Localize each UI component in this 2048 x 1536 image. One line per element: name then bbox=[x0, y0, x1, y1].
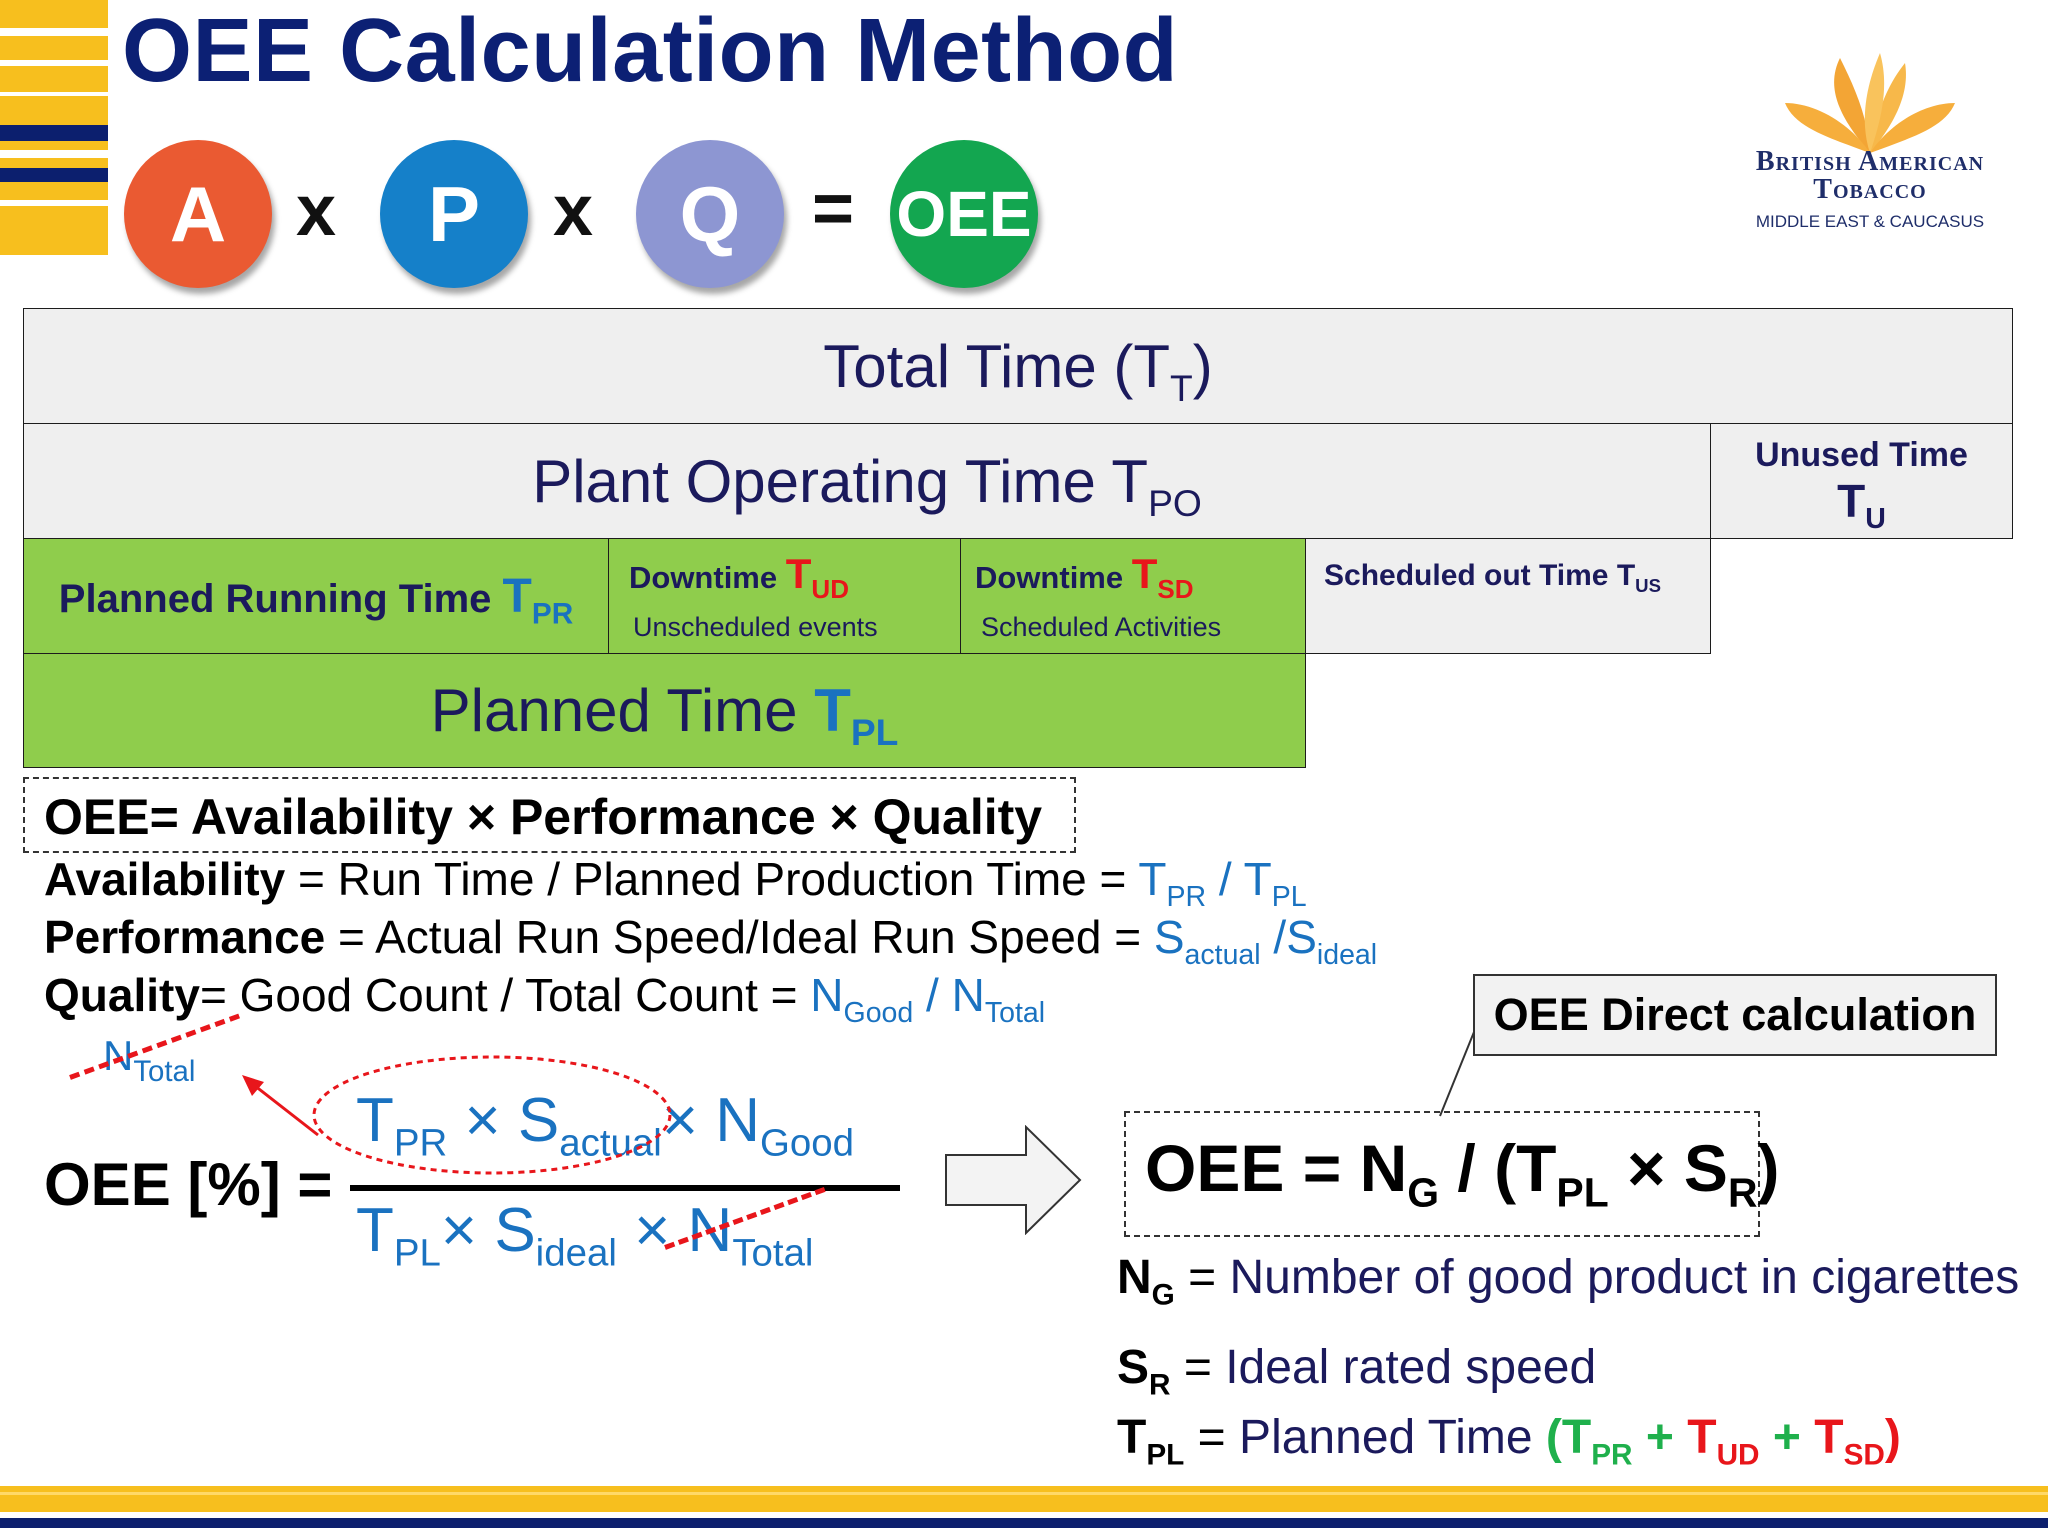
performance-formula: Performance = Actual Run Speed/Ideal Run… bbox=[44, 911, 1378, 971]
bottom-accent-stripes bbox=[0, 1486, 2048, 1536]
plant-operating-time-cell: Plant Operating Time TPO bbox=[23, 423, 1711, 539]
equals-symbol: = bbox=[812, 169, 855, 249]
times-symbol: x bbox=[296, 171, 337, 251]
definition-sr: SR = Ideal rated speed bbox=[1117, 1341, 1597, 1402]
planned-running-time-cell: Planned Running Time TPR bbox=[23, 538, 609, 654]
fraction-bar bbox=[350, 1185, 900, 1191]
planned-time-cell: Planned Time TPL bbox=[23, 653, 1306, 768]
definition-ng: NG = Number of good product in cigarette… bbox=[1117, 1251, 2020, 1312]
bat-leaf-logo-icon bbox=[1785, 53, 1955, 153]
page-title: OEE Calculation Method bbox=[122, 1, 1179, 101]
oee-icon: OEE bbox=[890, 140, 1038, 288]
definition-tpl: TPL = Planned Time (TPR + TUD + TSD) bbox=[1117, 1411, 1901, 1472]
oee-direct-formula: OEE = NG / (TPL × SR) bbox=[1145, 1131, 1780, 1216]
oee-direct-callout: OEE Direct calculation bbox=[1473, 974, 1997, 1056]
oee-direct-formula-box bbox=[1124, 1111, 1760, 1237]
quality-formula: Quality= Good Count / Total Count = NGoo… bbox=[44, 969, 1046, 1029]
quality-icon: Q bbox=[636, 140, 784, 288]
scheduled-downtime-cell: Downtime TSD Scheduled Activities bbox=[960, 538, 1306, 654]
bat-logo-text: British American Tobacco MIDDLE EAST & C… bbox=[1755, 146, 1985, 231]
left-accent-stripes bbox=[0, 28, 108, 206]
cancel-annotation bbox=[242, 1055, 672, 1175]
oee-percent-lhs: OEE [%] = bbox=[44, 1151, 333, 1218]
cancelled-ntotal-annotation: NTotal bbox=[103, 1032, 196, 1089]
fraction-denominator: TPL× Sideal × NTotal bbox=[356, 1196, 814, 1275]
oee-main-formula-box bbox=[23, 777, 1076, 853]
right-arrow-icon bbox=[945, 1125, 1082, 1235]
callout-pointer bbox=[1439, 1031, 1475, 1117]
unused-time-cell: Unused Time TU bbox=[1710, 423, 2013, 539]
times-symbol: x bbox=[553, 171, 594, 251]
availability-formula: Availability = Run Time / Planned Produc… bbox=[44, 853, 1307, 913]
scheduled-out-time-cell: Scheduled out Time TUS bbox=[1305, 538, 1711, 654]
availability-icon: A bbox=[124, 140, 272, 288]
total-time-cell: Total Time (TT) bbox=[23, 308, 2013, 424]
unscheduled-downtime-cell: Downtime TUD Unscheduled events bbox=[608, 538, 961, 654]
oee-main-formula: OEE= Availability × Performance × Qualit… bbox=[44, 789, 1043, 845]
performance-icon: P bbox=[380, 140, 528, 288]
